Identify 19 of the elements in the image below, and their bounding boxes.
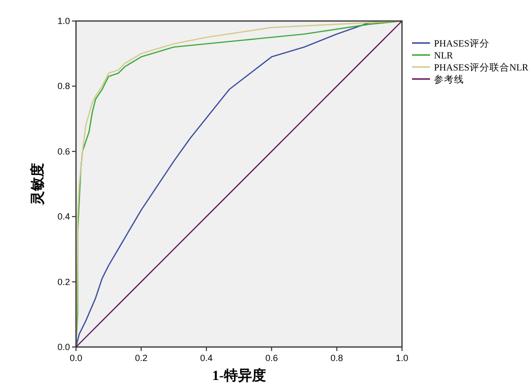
legend-label: PHASES评分: [434, 38, 490, 50]
legend-label: PHASES评分联合NLR: [434, 62, 529, 74]
legend-label: NLR: [434, 52, 454, 62]
y-axis-title: 灵敏度: [29, 163, 46, 206]
x-tick-label: 0.0: [70, 353, 82, 363]
line-series: [75, 20, 403, 348]
x-tick-label: 0.8: [330, 353, 344, 363]
x-tick-label: 0.2: [134, 353, 148, 363]
y-tick-label: 0.2: [57, 276, 70, 287]
x-tick-label: 0.4: [200, 353, 213, 363]
y-tick-label: 1.0: [57, 16, 70, 26]
y-tick-label: 0.4: [57, 212, 70, 222]
x-axis-title: 1-特异度: [212, 367, 266, 384]
y-tick-label: 0.6: [57, 146, 70, 156]
y-tick-label: 0.0: [57, 342, 70, 352]
legend-label: 参考线: [434, 74, 464, 86]
x-tick-label: 0.6: [265, 353, 278, 363]
y-tick-label: 0.8: [57, 81, 70, 92]
x-tick-label: 1.0: [396, 353, 408, 363]
